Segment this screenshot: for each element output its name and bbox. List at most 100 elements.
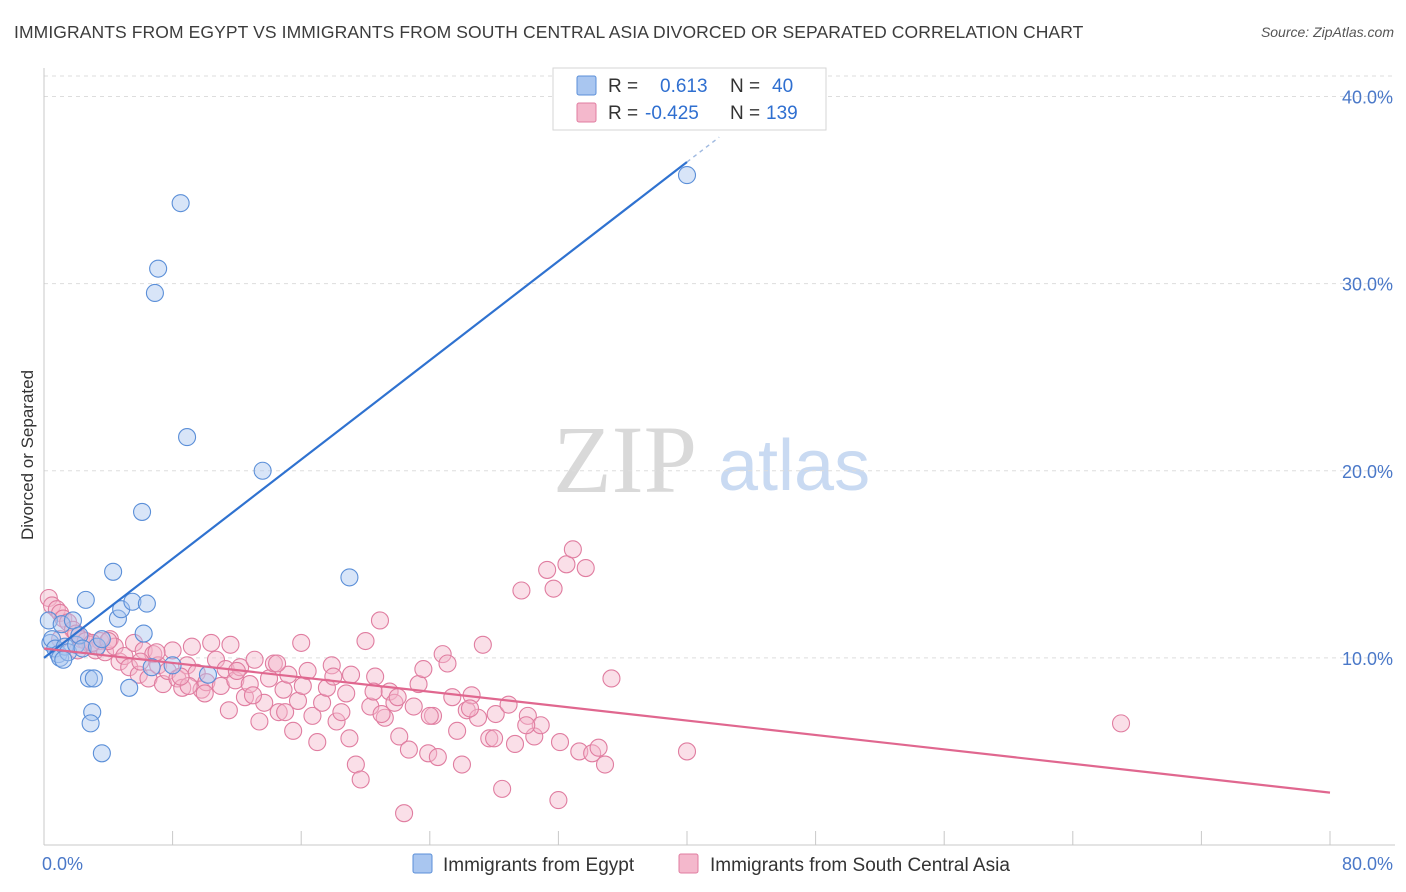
sca-point: [364, 682, 383, 701]
egypt-point: [149, 259, 168, 278]
egypt-point: [63, 611, 82, 630]
y-axis-title: Divorced or Separated: [18, 370, 37, 540]
sca-point: [473, 635, 492, 654]
egypt-point: [92, 630, 111, 649]
sca-point: [99, 631, 118, 651]
sca-point: [428, 748, 447, 767]
sca-point: [250, 712, 269, 731]
sca-point: [292, 633, 311, 652]
sca-point: [372, 704, 391, 724]
egypt-point: [134, 624, 153, 643]
sca-point: [268, 654, 287, 673]
sca-point: [443, 688, 462, 707]
sca-point: [517, 716, 536, 735]
sca-point: [499, 695, 518, 714]
sca-point: [124, 633, 144, 652]
sca-point: [576, 559, 595, 578]
sca-point: [563, 540, 582, 559]
egypt-point: [79, 669, 99, 688]
legend-n-label-sca: N =: [730, 103, 760, 124]
y-tick-label: 40.0%: [1342, 88, 1393, 108]
sca-point: [486, 704, 505, 724]
bottom-legend: Immigrants from Egypt Immigrants from So…: [412, 853, 1010, 876]
sca-point: [163, 641, 182, 660]
sca-point: [269, 703, 288, 722]
sca-point: [240, 675, 259, 694]
egypt-point: [54, 650, 73, 669]
trend-lines: [43, 136, 1331, 794]
egypt-point: [253, 461, 272, 480]
sca-point: [549, 791, 568, 810]
egypt-point: [123, 592, 142, 611]
legend-swatch-egypt: [576, 75, 597, 96]
sca-point: [480, 729, 499, 748]
sca-point: [602, 669, 621, 688]
sca-point: [351, 770, 370, 789]
sca-point: [531, 716, 550, 735]
sca-points: [39, 540, 1131, 823]
legend-n-egypt: 40: [772, 76, 793, 97]
source-label: Source: ZipAtlas.com: [1260, 24, 1394, 40]
egypt-point: [81, 714, 100, 733]
sca-point: [337, 684, 356, 703]
sca-point: [438, 654, 457, 673]
egypt-point: [178, 428, 197, 447]
sca-point: [385, 693, 404, 712]
sca-point: [518, 706, 537, 725]
sca-point: [173, 678, 192, 697]
legend-r-label-egypt: R =: [608, 76, 638, 97]
sca-point: [274, 680, 293, 699]
sca-point: [505, 734, 525, 754]
sca-point: [366, 667, 385, 686]
legend-r-egypt: 0.613: [660, 76, 708, 97]
sca-point: [448, 721, 467, 740]
y-tick-label: 10.0%: [1342, 649, 1393, 669]
legend-r-label-sca: R =: [608, 103, 638, 124]
sca-point: [341, 665, 361, 684]
legend-box: R = 0.613 N = 40 R = -0.425 N = 139: [552, 67, 827, 131]
sca-point: [131, 652, 150, 671]
sca-point: [544, 579, 563, 598]
bottom-legend-egypt: Immigrants from Egypt: [443, 855, 635, 876]
x-tick-max: 80.0%: [1342, 854, 1393, 874]
sca-trend-line: [43, 647, 1331, 794]
sca-point: [182, 637, 201, 656]
egypt-point: [104, 562, 123, 581]
sca-point: [293, 676, 312, 695]
egypt-point: [171, 194, 190, 213]
egypt-point: [120, 678, 139, 697]
sca-point: [595, 755, 615, 774]
sca-point: [332, 703, 351, 722]
sca-point: [243, 686, 263, 705]
bottom-legend-sca: Immigrants from South Central Asia: [710, 855, 1010, 876]
egypt-trend-extension: [686, 136, 720, 163]
sca-point: [276, 703, 295, 722]
bottom-legend-swatch-egypt: [412, 853, 433, 874]
sca-point: [308, 733, 327, 752]
chart-title: IMMIGRANTS FROM EGYPT VS IMMIGRANTS FROM…: [14, 22, 1084, 42]
sca-point: [195, 684, 214, 703]
egypt-point: [92, 744, 111, 763]
sca-point: [414, 660, 433, 679]
sca-point: [219, 701, 238, 720]
egypt-point: [84, 669, 103, 688]
y-tick-label: 20.0%: [1342, 462, 1393, 482]
legend-r-sca: -0.425: [645, 103, 699, 124]
sca-point: [370, 611, 390, 630]
sca-point: [322, 656, 341, 675]
legend-n-label-egypt: N =: [730, 76, 760, 97]
bottom-legend-swatch-sca: [678, 853, 699, 874]
grid-lines: 10.0% 20.0% 30.0% 40.0%: [44, 75, 1395, 669]
watermark-zip: ZIP: [553, 406, 697, 513]
sca-point: [202, 633, 221, 652]
sca-point: [550, 733, 570, 752]
sca-point: [356, 631, 375, 651]
sca-point: [327, 712, 346, 731]
sca-point: [419, 744, 438, 763]
sca-point: [340, 729, 359, 748]
x-tick-min: 0.0%: [42, 854, 83, 874]
egypt-point: [142, 658, 161, 677]
sca-point: [147, 643, 166, 662]
egypt-point: [133, 502, 152, 521]
